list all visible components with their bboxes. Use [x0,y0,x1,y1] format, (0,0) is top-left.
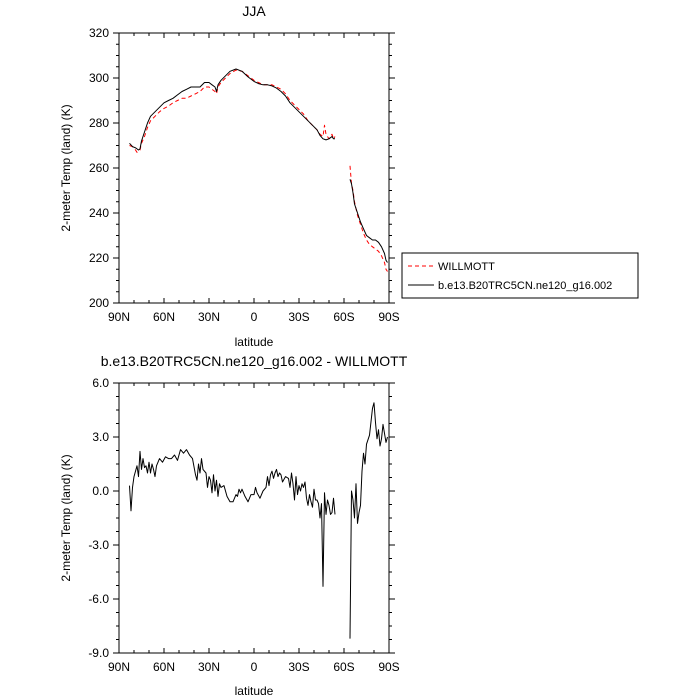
bottom-ytick-label: 3.0 [92,430,109,444]
bottom-ytick-label: -9.0 [88,646,109,660]
top-series-0-segment-0 [129,69,336,153]
top-ytick-label: 320 [89,26,109,40]
bottom-panel-ylabel: 2-meter Temp (land) (K) [59,454,73,581]
top-ytick-label: 200 [89,296,109,310]
top-xtick-label: 60N [153,310,175,324]
bottom-panel: b.e13.B20TRC5CN.ne120_g16.002 - WILLMOTT… [59,353,408,698]
top-panel-series [129,68,388,272]
legend-box [401,252,639,299]
top-panel-title: JJA [242,3,266,19]
legend: WILLMOTT b.e13.B20TRC5CN.ne120_g16.002 [401,252,639,299]
bottom-xtick-label: 90N [108,660,130,674]
top-panel-ticks: 90N 60N 30N 0 30S 60S 90S 200 220 240 260 280 300 320 [89,26,400,324]
bottom-panel-title: b.e13.B20TRC5CN.ne120_g16.002 - WILLMOTT [101,353,408,369]
bottom-panel-xlabel: latitude [235,684,274,698]
bottom-xtick-label: 0 [251,660,258,674]
top-xtick-label: 30N [198,310,220,324]
bottom-xtick-label: 60S [333,660,354,674]
bottom-ytick-label: 6.0 [92,376,109,390]
top-series-1-segment-1 [349,179,388,263]
bottom-panel-ticks: 90N 60N 30N 0 30S 60S 90S -9.0 -6.0 -3.0 0.0 3.0 6.0 [88,376,399,674]
bottom-series-0-segment-0 [129,449,336,587]
bottom-xtick-label: 90S [378,660,399,674]
top-series-1-segment-0 [129,68,335,151]
top-ytick-label: 220 [89,251,109,265]
top-xtick-label: 60S [333,310,354,324]
top-xtick-label: 0 [251,310,258,324]
top-ytick-label: 280 [89,116,109,130]
bottom-xtick-label: 30N [198,660,220,674]
bottom-ytick-label: -6.0 [88,592,109,606]
top-panel-ylabel: 2-meter Temp (land) (K) [59,104,73,231]
legend-willmott-label: WILLMOTT [438,261,495,273]
bottom-ytick-label: -3.0 [88,538,109,552]
bottom-panel-series [129,402,388,639]
top-ytick-label: 240 [89,206,109,220]
bottom-ytick-label: 0.0 [92,484,109,498]
top-ytick-label: 260 [89,161,109,175]
top-xtick-label: 30S [288,310,309,324]
top-xtick-label: 90S [378,310,399,324]
bottom-xtick-label: 30S [288,660,309,674]
top-ytick-label: 300 [89,71,109,85]
top-panel: JJA latitude 2-meter Temp (land) (K) 90N… [59,3,400,349]
legend-model-label: b.e13.B20TRC5CN.ne120_g16.002 [438,280,612,292]
top-panel-frame [118,32,390,304]
bottom-panel-frame [118,382,390,654]
top-series-0-segment-1 [349,165,388,272]
top-xtick-label: 90N [108,310,130,324]
bottom-xtick-label: 60N [153,660,175,674]
top-panel-xlabel: latitude [235,335,274,349]
bottom-series-0-segment-1 [349,402,388,639]
